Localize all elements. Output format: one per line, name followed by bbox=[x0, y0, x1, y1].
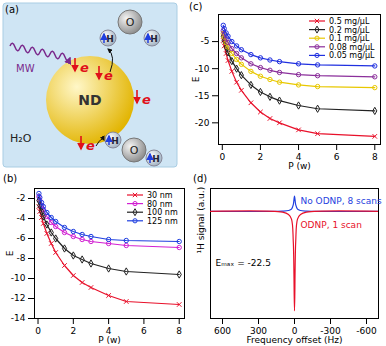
svg-text:8: 8 bbox=[372, 152, 378, 162]
svg-text:-12: -12 bbox=[11, 293, 26, 303]
svg-text:H: H bbox=[150, 34, 158, 44]
svg-text:0.1 mg/μL: 0.1 mg/μL bbox=[328, 34, 369, 44]
svg-text:H: H bbox=[111, 136, 119, 146]
svg-text:2: 2 bbox=[70, 326, 76, 336]
svg-text:-2: -2 bbox=[17, 193, 26, 203]
html-text:(b): (b) bbox=[3, 173, 18, 184]
svg-text:e: e bbox=[142, 92, 151, 107]
html-text:(a): (a) bbox=[5, 4, 19, 15]
svg-text:Eₘₐₓ = -22.5: Eₘₐₓ = -22.5 bbox=[216, 258, 271, 268]
svg-text:4: 4 bbox=[105, 325, 112, 336]
svg-text:-10: -10 bbox=[195, 64, 210, 74]
svg-text:MW: MW bbox=[16, 63, 35, 74]
svg-text:8: 8 bbox=[176, 326, 182, 336]
svg-text:-20: -20 bbox=[195, 118, 210, 128]
svg-text:0: 0 bbox=[219, 152, 225, 162]
svg-text:-4: -4 bbox=[17, 213, 26, 223]
svg-text:ND: ND bbox=[78, 92, 101, 108]
svg-text:E: E bbox=[5, 250, 15, 256]
svg-text:¹H signal (a.u.): ¹H signal (a.u.) bbox=[196, 187, 206, 254]
html-text:(d): (d) bbox=[193, 173, 208, 184]
svg-text:0.2 mg/μL: 0.2 mg/μL bbox=[328, 25, 369, 35]
svg-text:ODNP, 1 scan: ODNP, 1 scan bbox=[301, 220, 362, 230]
svg-text:O: O bbox=[126, 16, 135, 29]
svg-text:-600: -600 bbox=[356, 326, 377, 336]
svg-text:P (w): P (w) bbox=[98, 335, 121, 345]
svg-text:H₂O: H₂O bbox=[10, 132, 32, 145]
svg-text:-15: -15 bbox=[195, 91, 210, 101]
svg-text:300: 300 bbox=[249, 325, 268, 336]
svg-text:e: e bbox=[80, 60, 89, 75]
svg-text:600: 600 bbox=[214, 326, 231, 336]
svg-text:No ODNP, 8 scans: No ODNP, 8 scans bbox=[301, 196, 382, 206]
svg-text:0.05 mg/μL: 0.05 mg/μL bbox=[329, 51, 375, 60]
svg-text:0: 0 bbox=[291, 325, 298, 336]
svg-text:100 nm: 100 nm bbox=[147, 208, 178, 218]
svg-text:-6: -6 bbox=[17, 233, 26, 243]
html-text:(c): (c) bbox=[189, 1, 203, 12]
svg-text:-300: -300 bbox=[320, 325, 341, 336]
svg-text:O: O bbox=[130, 144, 139, 157]
svg-text:6: 6 bbox=[334, 152, 340, 162]
svg-text:Frequency offset (Hz): Frequency offset (Hz) bbox=[246, 335, 342, 345]
svg-text:P (w): P (w) bbox=[288, 161, 311, 171]
svg-text:6: 6 bbox=[141, 326, 147, 336]
svg-text:-10: -10 bbox=[11, 273, 26, 283]
svg-text:-5: -5 bbox=[201, 36, 210, 46]
svg-text:H: H bbox=[106, 34, 114, 44]
svg-text:80 nm: 80 nm bbox=[147, 199, 173, 209]
svg-text:E: E bbox=[191, 76, 201, 82]
svg-text:-8: -8 bbox=[17, 253, 26, 263]
svg-text:125 nm: 125 nm bbox=[147, 217, 178, 226]
svg-text:0.5 mg/μL: 0.5 mg/μL bbox=[328, 17, 369, 26]
svg-text:e: e bbox=[86, 138, 95, 153]
svg-text:0.08 mg/μL: 0.08 mg/μL bbox=[328, 42, 374, 52]
svg-text:e: e bbox=[104, 68, 113, 83]
svg-text:30 nm: 30 nm bbox=[147, 191, 173, 200]
svg-text:0: 0 bbox=[35, 326, 41, 336]
svg-text:2: 2 bbox=[258, 152, 264, 162]
svg-text:4: 4 bbox=[295, 151, 302, 162]
svg-text:H: H bbox=[152, 154, 160, 164]
svg-text:-14: -14 bbox=[11, 313, 26, 323]
